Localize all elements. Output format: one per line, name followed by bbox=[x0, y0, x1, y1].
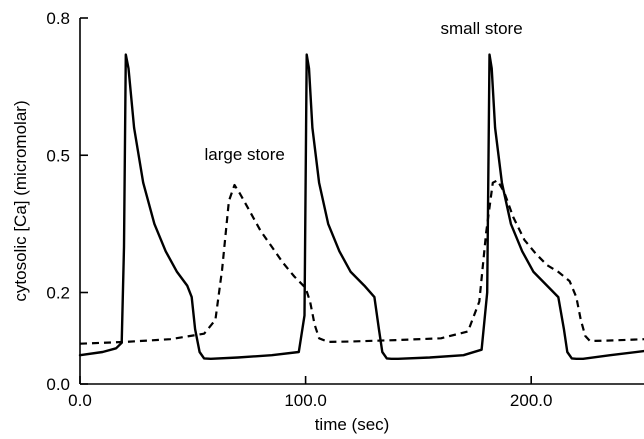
series-line-solid bbox=[78, 53, 644, 360]
y-tick-label: 0.8 bbox=[46, 9, 70, 28]
annotation-label: small store bbox=[440, 19, 522, 38]
y-tick-label: 0.0 bbox=[46, 375, 70, 394]
series-line-dashed bbox=[79, 179, 644, 345]
x-tick-label: 0.0 bbox=[68, 391, 92, 410]
x-tick-label: 200.0 bbox=[510, 391, 553, 410]
x-tick-label: 100.0 bbox=[284, 391, 327, 410]
x-axis-title: time (sec) bbox=[315, 415, 390, 434]
y-tick-label: 0.5 bbox=[46, 146, 70, 165]
annotation-label: large store bbox=[205, 145, 285, 164]
axes-layer bbox=[79, 17, 644, 385]
y-tick-label: 0.2 bbox=[46, 284, 70, 303]
series-layer bbox=[78, 53, 644, 360]
text-layer: 0.0 100.0 200.0 0.0 0.2 0.5 0.8 time (sec) cytos… bbox=[11, 9, 552, 434]
y-axis-title: cytosolic [Ca] (micromolar) bbox=[11, 100, 30, 301]
